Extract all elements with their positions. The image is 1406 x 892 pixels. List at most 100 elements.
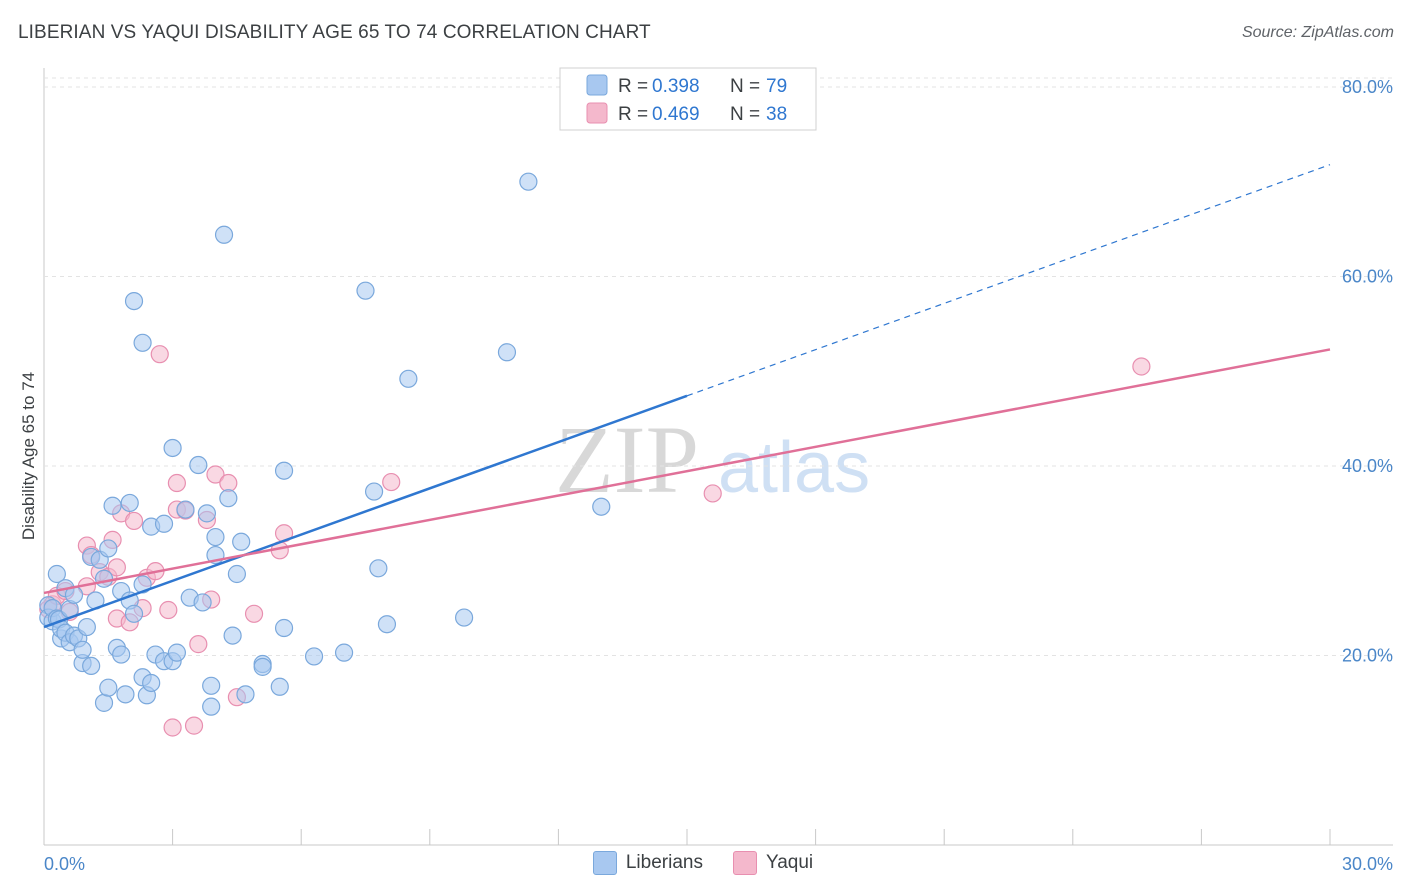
point-liberians-35 bbox=[124, 292, 144, 311]
y-tick-labels: 20.0% 40.0% 60.0% 80.0% bbox=[1342, 77, 1393, 666]
point-yaqui-36 bbox=[703, 484, 722, 503]
legend-swatch-liberians bbox=[592, 851, 617, 875]
point-liberians-54 bbox=[202, 697, 221, 716]
point-liberians-44 bbox=[154, 514, 174, 533]
point-liberians-31 bbox=[116, 685, 135, 704]
point-liberians-26 bbox=[99, 678, 118, 697]
stats-n-label-yaqui: N = bbox=[730, 104, 765, 125]
legend-item-yaqui[interactable]: Yaqui bbox=[732, 851, 814, 875]
point-yaqui-26 bbox=[189, 635, 208, 654]
series-legend: Liberians Yaqui bbox=[0, 851, 1406, 875]
point-liberians-78 bbox=[592, 497, 611, 516]
stats-legend: R = 0.398 N = 79 R = 0.469 N = 38 bbox=[559, 67, 817, 131]
point-liberians-68 bbox=[304, 647, 324, 666]
point-liberians-64 bbox=[253, 657, 272, 676]
point-liberians-51 bbox=[193, 593, 212, 612]
legend-item-liberians[interactable]: Liberians bbox=[592, 851, 703, 875]
point-liberians-66 bbox=[274, 461, 294, 480]
point-liberians-27 bbox=[103, 496, 122, 515]
y-tick-label-80: 80.0% bbox=[1342, 77, 1393, 97]
x-tick-label-min: 0.0% bbox=[44, 854, 85, 874]
point-liberians-29 bbox=[112, 645, 131, 664]
point-liberians-48 bbox=[176, 500, 195, 519]
point-liberians-24 bbox=[94, 693, 114, 712]
point-liberians-34 bbox=[124, 604, 144, 623]
point-liberians-41 bbox=[142, 673, 161, 693]
point-yaqui-15 bbox=[124, 511, 144, 531]
trend-line-liberians bbox=[43, 394, 688, 629]
stats-n-label-liberians: N = bbox=[730, 76, 765, 97]
x-ticks bbox=[43, 829, 1331, 845]
point-yaqui-20 bbox=[159, 600, 178, 620]
point-liberians-61 bbox=[232, 532, 251, 551]
point-liberians-56 bbox=[206, 527, 225, 547]
point-liberians-65 bbox=[270, 677, 289, 696]
point-liberians-57 bbox=[214, 225, 234, 244]
legend-label-liberians: Liberians bbox=[625, 852, 703, 873]
grid-lines bbox=[44, 77, 1393, 656]
watermark-zip: ZIP bbox=[555, 406, 699, 513]
y-tick-label-60: 60.0% bbox=[1342, 266, 1393, 286]
point-liberians-72 bbox=[369, 559, 388, 578]
point-liberians-71 bbox=[364, 482, 384, 501]
point-liberians-5 bbox=[47, 564, 66, 584]
point-liberians-76 bbox=[497, 343, 517, 362]
point-yaqui-19 bbox=[150, 345, 169, 364]
point-liberians-45 bbox=[163, 438, 182, 458]
stats-r-value-yaqui: 0.469 bbox=[652, 104, 700, 125]
point-liberians-75 bbox=[454, 608, 474, 627]
point-liberians-74 bbox=[399, 369, 418, 388]
svg-text:R = 0.469 N =: R = 0.469 N = 38 bbox=[618, 104, 787, 125]
point-liberians-19 bbox=[82, 656, 101, 676]
y-tick-label-40: 40.0% bbox=[1342, 456, 1393, 476]
point-liberians-33 bbox=[120, 493, 139, 513]
point-liberians-50 bbox=[189, 455, 208, 475]
point-liberians-59 bbox=[223, 626, 242, 645]
legend-swatch-yaqui bbox=[732, 851, 757, 875]
point-yaqui-11 bbox=[107, 558, 126, 577]
stats-swatch-liberians bbox=[586, 74, 608, 96]
stats-swatch-yaqui bbox=[586, 102, 608, 124]
point-yaqui-32 bbox=[244, 604, 264, 623]
point-liberians-73 bbox=[377, 615, 397, 634]
chart-source: Source: ZipAtlas.com bbox=[1241, 24, 1394, 41]
point-yaqui-30 bbox=[219, 473, 238, 493]
legend-label-yaqui: Yaqui bbox=[765, 852, 814, 873]
stats-r-label-yaqui: R = bbox=[618, 104, 653, 125]
point-liberians-60 bbox=[227, 564, 246, 584]
point-yaqui-35 bbox=[382, 472, 401, 492]
trend-line-yaqui bbox=[43, 348, 1331, 595]
point-liberians-69 bbox=[334, 643, 354, 662]
stats-r-label-liberians: R = bbox=[618, 76, 653, 97]
point-yaqui-37 bbox=[1132, 357, 1151, 376]
point-yaqui-25 bbox=[184, 716, 204, 735]
point-liberians-47 bbox=[167, 643, 186, 662]
stats-n-value-liberians: 79 bbox=[766, 76, 787, 97]
y-tick-label-20: 20.0% bbox=[1342, 645, 1393, 665]
data-points bbox=[39, 172, 1151, 737]
stats-n-value-yaqui: 38 bbox=[766, 104, 787, 125]
x-tick-label-max: 30.0% bbox=[1342, 854, 1393, 874]
trend-line-liberians-extrapolated bbox=[686, 164, 1331, 397]
trend-lines bbox=[43, 164, 1331, 629]
point-liberians-62 bbox=[236, 685, 255, 704]
stats-r-value-liberians: 0.398 bbox=[652, 76, 700, 97]
point-liberians-58 bbox=[219, 489, 238, 508]
point-yaqui-23 bbox=[167, 473, 186, 493]
point-liberians-17 bbox=[73, 640, 92, 659]
point-liberians-23 bbox=[94, 569, 114, 588]
point-yaqui-21 bbox=[163, 718, 182, 737]
svg-text:R = 0.398 N =: R = 0.398 N = 79 bbox=[618, 76, 787, 97]
point-yaqui-29 bbox=[206, 465, 225, 484]
point-liberians-70 bbox=[356, 281, 375, 300]
point-liberians-36 bbox=[133, 333, 152, 352]
y-axis-title: Disability Age 65 to 74 bbox=[19, 372, 38, 540]
chart-title: LIBERIAN VS YAQUI DISABILITY AGE 65 TO 7… bbox=[18, 22, 651, 43]
point-liberians-52 bbox=[197, 504, 216, 523]
point-liberians-18 bbox=[77, 617, 96, 637]
point-liberians-77 bbox=[519, 172, 538, 191]
point-liberians-25 bbox=[99, 539, 118, 558]
point-liberians-67 bbox=[274, 618, 294, 638]
point-liberians-53 bbox=[202, 676, 221, 695]
